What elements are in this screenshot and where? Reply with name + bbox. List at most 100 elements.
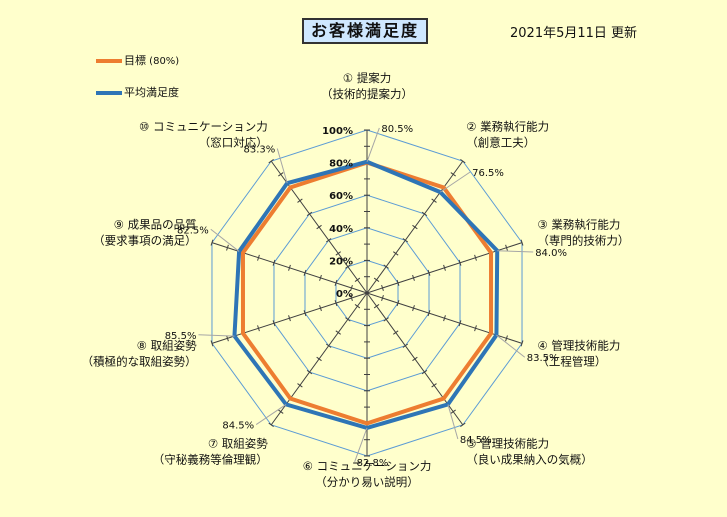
spoke-tick bbox=[412, 224, 418, 230]
category-label-line: ④ 管理技術能力 bbox=[537, 339, 620, 353]
category-label-line: （技術的提案力） bbox=[321, 87, 413, 101]
update-date: 2021年5月11日 更新 bbox=[510, 26, 638, 41]
category-label-line: （創意工夫） bbox=[466, 135, 535, 149]
spoke-tick bbox=[431, 383, 437, 388]
category-label-line: ⑨ 成果品の品質 bbox=[114, 217, 197, 231]
legend-label-target: 目標 bbox=[124, 54, 146, 67]
value-leader bbox=[440, 171, 471, 193]
spoke-tick bbox=[412, 274, 415, 281]
value-leader bbox=[198, 334, 235, 337]
spoke-tick bbox=[458, 320, 462, 327]
category-label-line: ① 提案力 bbox=[343, 71, 391, 85]
spoke-tick bbox=[402, 238, 409, 243]
chart-title: お客様満足度 bbox=[302, 18, 428, 44]
spoke-tick bbox=[412, 356, 418, 362]
tick-label: 60% bbox=[329, 191, 353, 202]
spoke-tick bbox=[334, 279, 338, 286]
spoke-tick bbox=[460, 422, 466, 428]
spoke-tick bbox=[316, 224, 322, 230]
radial-tick-labels: 0% 20% 40% 60% 80% 100% bbox=[322, 126, 353, 300]
spoke-tick bbox=[272, 320, 276, 327]
spoke-tick bbox=[303, 310, 307, 317]
spoke-tick bbox=[334, 300, 338, 307]
category-label-line: （良い成果納入の気概） bbox=[466, 453, 593, 467]
category-label-line: ⑦ 取組姿勢 bbox=[208, 437, 268, 451]
value-leader bbox=[447, 404, 459, 440]
spoke-tick bbox=[450, 172, 456, 177]
spoke-tick bbox=[396, 279, 400, 286]
spoke-tick bbox=[393, 330, 399, 335]
spoke-tick bbox=[345, 317, 351, 322]
spoke-tick bbox=[210, 239, 214, 246]
spoke-tick bbox=[505, 335, 508, 342]
category-label-line: （分かり易い説明） bbox=[315, 475, 419, 489]
spoke-tick bbox=[272, 259, 276, 266]
spoke-tick bbox=[412, 305, 415, 312]
spoke-tick bbox=[297, 383, 303, 388]
category-label-line: ⑥ コミュニケーション力 bbox=[303, 459, 432, 473]
category-label-7: ⑦ 取組姿勢 （守秘義務等倫理観） bbox=[153, 437, 268, 467]
spoke-tick bbox=[288, 315, 291, 322]
spoke-tick bbox=[383, 264, 389, 269]
spoke-tick bbox=[520, 239, 524, 246]
value-label-10: 83.3% bbox=[244, 145, 276, 156]
category-label-8: ⑧ 取組姿勢 （積極的な取組姿勢） bbox=[82, 339, 197, 369]
spoke-tick bbox=[306, 211, 313, 217]
category-label-9: ⑨ 成果品の品質 （要求事項の満足） bbox=[93, 217, 197, 247]
spoke-tick bbox=[505, 244, 508, 251]
spoke-tick bbox=[278, 409, 284, 414]
spoke-tick bbox=[431, 198, 437, 203]
spoke-tick bbox=[325, 343, 332, 348]
category-label-10: ⑩ コミュニケーション力 （窓口対応） bbox=[139, 119, 268, 149]
spoke-tick bbox=[257, 325, 260, 332]
spoke-tick bbox=[460, 158, 466, 164]
value-label-6: 82.8% bbox=[357, 458, 389, 469]
spoke-tick bbox=[393, 251, 399, 256]
spoke-tick bbox=[303, 269, 307, 276]
category-label-2: ② 業務執行能力 （創意工夫） bbox=[466, 119, 549, 149]
category-label-line: ③ 業務執行能力 bbox=[537, 217, 620, 231]
spoke-tick bbox=[350, 284, 353, 291]
spoke-tick bbox=[325, 238, 332, 243]
value-leader bbox=[276, 148, 288, 184]
spoke-tick bbox=[268, 158, 274, 164]
spoke-tick bbox=[335, 330, 341, 335]
spoke-tick bbox=[381, 295, 384, 302]
spoke-tick bbox=[458, 259, 462, 266]
legend-item-target: 目標 (80%) bbox=[96, 52, 179, 67]
category-label-5: ⑤ 管理技術能力 （良い成果納入の気概） bbox=[466, 437, 593, 467]
spoke-tick bbox=[354, 277, 361, 282]
spoke-tick bbox=[226, 335, 229, 342]
category-label-line: （積極的な取組姿勢） bbox=[82, 355, 197, 369]
legend-item-average: 平均満足度 bbox=[96, 84, 179, 99]
value-label-3: 84.0% bbox=[535, 248, 567, 259]
spoke-tick bbox=[316, 356, 322, 362]
spoke-tick bbox=[345, 264, 351, 269]
spoke-tick bbox=[421, 369, 428, 375]
spoke-tick bbox=[443, 264, 446, 271]
spoke-tick bbox=[226, 244, 229, 251]
spoke-tick bbox=[427, 269, 431, 276]
series-line-target bbox=[240, 160, 494, 426]
spoke-tick bbox=[396, 300, 400, 307]
category-label-3: ③ 業務執行能力 （専門的技術力） bbox=[537, 217, 629, 247]
value-label-2: 76.5% bbox=[472, 168, 504, 179]
category-label-line: ⑩ コミュニケーション力 bbox=[139, 119, 268, 133]
value-leader bbox=[366, 127, 380, 162]
spoke-tick bbox=[373, 277, 380, 282]
spoke-tick bbox=[474, 325, 477, 332]
category-label-1: ① 提案力 （技術的提案力） bbox=[321, 71, 413, 101]
legend-swatch-average bbox=[96, 91, 122, 95]
value-leader bbox=[497, 250, 534, 253]
spoke-tick bbox=[257, 254, 260, 261]
spoke-tick bbox=[443, 315, 446, 322]
spoke-tick bbox=[427, 310, 431, 317]
spoke-tick bbox=[402, 343, 409, 348]
value-label-7: 84.5% bbox=[222, 421, 254, 432]
value-leader bbox=[255, 404, 287, 425]
category-label-line: （窓口対応） bbox=[199, 135, 268, 149]
spoke-tick bbox=[450, 409, 456, 414]
category-label-line: （専門的技術力） bbox=[537, 233, 629, 247]
category-label-6: ⑥ コミュニケーション力 （分かり易い説明） bbox=[303, 459, 432, 489]
spoke-tick bbox=[288, 264, 291, 271]
